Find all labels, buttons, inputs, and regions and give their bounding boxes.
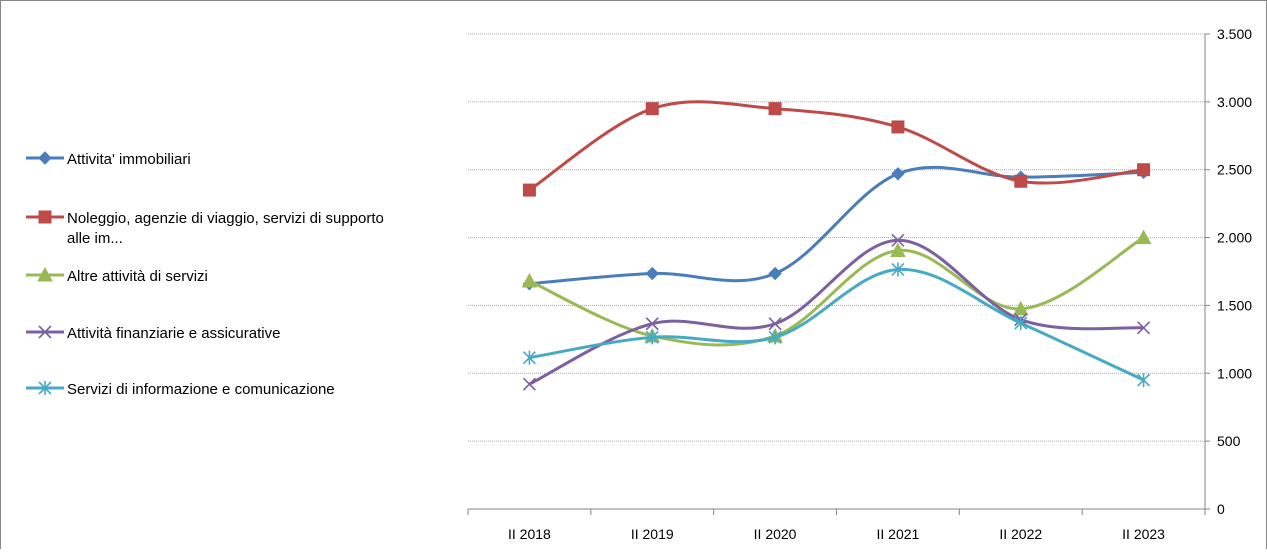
legend-entry-5: Servizi di informazione e comunicazione [26, 381, 335, 398]
series-2 [522, 100, 1151, 197]
data-point [38, 381, 52, 395]
data-point [38, 325, 52, 339]
data-point [522, 377, 536, 391]
y-tick-label: 3.500 [1217, 26, 1252, 42]
data-point [522, 350, 536, 365]
gridlines [468, 33, 1205, 442]
y-tick-label: 2.000 [1217, 230, 1252, 246]
series-line [528, 238, 1144, 386]
data-point [37, 266, 53, 282]
legend-entry-4: Attività finanziarie e assicurative [26, 325, 280, 342]
data-point [522, 183, 536, 197]
x-tick-label: II 2021 [877, 526, 920, 542]
legend-label: Servizi di informazione e comunicazione [67, 381, 335, 398]
legend-label: Noleggio, agenzie di viaggio, servizi di… [67, 210, 384, 227]
x-tick-label: II 2018 [508, 526, 551, 542]
y-tick-label: 3.000 [1217, 94, 1252, 110]
data-point [1137, 163, 1151, 177]
series-line [528, 100, 1144, 192]
legend-label: Altre attività di servizi [67, 268, 208, 285]
series-line [529, 267, 1145, 382]
data-point [891, 167, 905, 181]
legend-entry-3: Altre attività di servizi [26, 266, 208, 285]
legend-entry-1: Attivita' immobiliari [26, 151, 191, 168]
x-tick-labels: II 2018 II 2019 II 2020 II 2021 II 2022 II 20… [508, 526, 1165, 542]
data-point [521, 272, 538, 288]
x-tick-label: II 2019 [631, 526, 674, 542]
y-tick-label: 1.500 [1217, 297, 1252, 313]
data-point [1135, 229, 1152, 245]
y-tick-label: 500 [1217, 433, 1241, 449]
legend-label: Attivita' immobiliari [67, 151, 191, 168]
data-point [1014, 316, 1028, 331]
series-5 [522, 262, 1151, 388]
y-tick-labels: 0 500 1.000 1.500 2.000 2.500 3.000 3.500 [1217, 26, 1252, 517]
data-point [645, 330, 659, 345]
data-point [768, 102, 782, 116]
data-point [768, 330, 782, 345]
series-group [521, 100, 1152, 391]
series-3 [521, 229, 1152, 347]
data-point [768, 317, 782, 331]
data-point [1012, 300, 1029, 316]
data-point [645, 266, 659, 281]
data-point [38, 151, 52, 165]
data-point [38, 210, 52, 224]
data-point [1014, 174, 1028, 188]
data-point [890, 242, 906, 257]
legend-entry-2: Noleggio, agenzie di viaggio, servizi di… [26, 210, 384, 247]
x-tick-label: II 2020 [754, 526, 797, 542]
y-tick-label: 2.500 [1217, 162, 1252, 178]
legend-label: Attività finanziarie e assicurative [67, 325, 280, 342]
y-tick-label: 0 [1217, 501, 1225, 517]
legend-label: alle im... [67, 230, 123, 247]
y-tick-label: 1.000 [1217, 365, 1252, 381]
x-tick-label: II 2022 [999, 526, 1042, 542]
data-point [891, 120, 905, 134]
legend: Attivita' immobiliari Noleggio, agenzie d… [26, 151, 384, 398]
data-point [1137, 373, 1151, 388]
x-tick-label: II 2023 [1122, 526, 1165, 542]
axes [467, 33, 1210, 515]
data-point [891, 233, 905, 247]
data-point [645, 102, 659, 116]
data-point [645, 317, 659, 331]
series-line [528, 236, 1145, 347]
data-point [768, 266, 782, 281]
data-point [891, 262, 905, 277]
data-point [1137, 321, 1151, 335]
series-line [529, 165, 1144, 286]
